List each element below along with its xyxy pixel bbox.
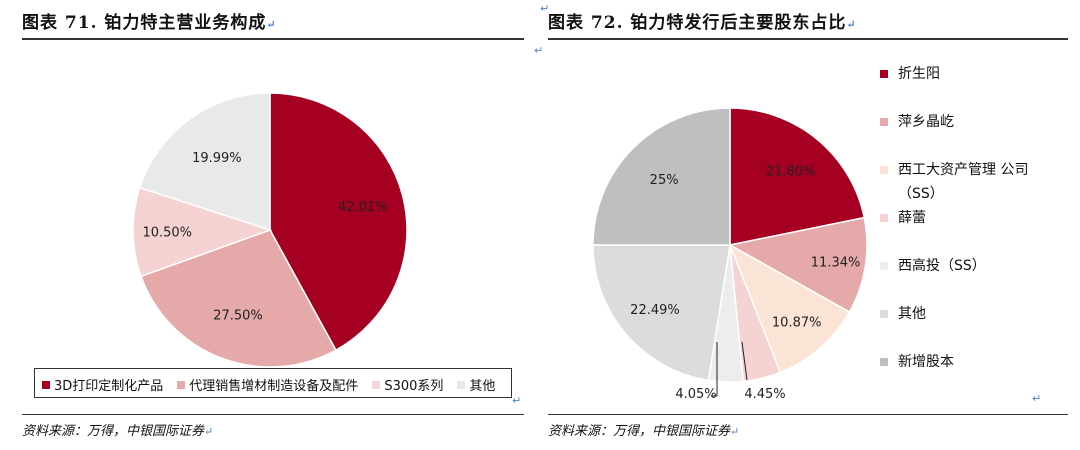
right-pie-slice: [728, 243, 851, 374]
right-source-rule: [548, 414, 1068, 415]
left-pie-slice: [132, 186, 273, 278]
legend-label: 其他: [469, 379, 496, 394]
right-pie-slice: [727, 216, 868, 314]
left-legend-item: 代理销售增材制造设备及配件: [177, 375, 358, 394]
legend-label: 萍乡晶屹: [898, 114, 954, 130]
right-legend-item: 西工大资产管理 公司 （SS）: [880, 158, 1028, 206]
legend-swatch: [177, 380, 186, 389]
legend-swatch: [880, 358, 888, 366]
right-value-label: 10.87%: [772, 315, 822, 330]
right-pie-value-labels: 21.80% 11.34% 10.87% 4.45% 4.05% 22.49% 25%: [630, 165, 860, 402]
right-value-label: 4.05%: [675, 387, 716, 402]
legend-swatch: [880, 70, 888, 78]
return-mark-icon: ↵: [512, 394, 522, 407]
left-value-label: 10.50%: [142, 226, 192, 241]
right-value-label: 25%: [650, 173, 679, 188]
legend-swatch: [880, 118, 888, 126]
legend-swatch: [880, 166, 888, 174]
right-legend-item: 其他: [880, 302, 926, 326]
legend-label: 代理销售增材制造设备及配件: [189, 379, 359, 394]
left-pie-slice: [269, 92, 408, 352]
left-pie-chart: 42.01% 27.50% 10.50% 19.99%: [132, 92, 408, 368]
return-mark-icon: ↵: [540, 2, 550, 15]
right-leader-line: [741, 341, 748, 381]
return-mark-icon: ↵: [534, 44, 544, 57]
right-legend-item: 萍乡晶屹: [880, 110, 954, 134]
legend-label: 西工大资产管理 公司: [898, 162, 1029, 178]
left-legend: 3D打印定制化产品 代理销售增材制造设备及配件 S300系列 其他: [42, 375, 495, 394]
return-mark-icon: ↵: [1032, 392, 1042, 405]
left-value-label: 27.50%: [213, 309, 263, 324]
return-mark-icon: ↵: [266, 18, 277, 31]
left-pie-slices: [132, 92, 408, 368]
left-chart-title: 图表 71. 铂力特主营业务构成↵: [22, 13, 277, 33]
right-pie-slice: [592, 107, 731, 246]
legend-label: 西高投（SS）: [898, 258, 986, 274]
legend-label: 新增股本: [898, 354, 954, 370]
right-chart-title: 图表 72. 铂力特发行后主要股东占比↵: [548, 13, 857, 33]
legend-label: 其他: [898, 306, 926, 322]
legend-label: 折生阳: [898, 66, 940, 82]
right-legend-item: 薛蕾: [880, 206, 926, 230]
left-legend-item: 3D打印定制化产品: [42, 375, 163, 394]
left-panel: 图表 71. 铂力特主营业务构成↵ 42.01% 27.50% 10.50% 19.9…: [0, 0, 528, 450]
left-pie-value-labels: 42.01% 27.50% 10.50% 19.99%: [142, 151, 387, 324]
right-panel: 图表 72. 铂力特发行后主要股东占比↵ ↵ ↵ 21.80% 11.34% 10.…: [534, 0, 1080, 450]
right-legend-item: 西高投（SS）: [880, 254, 986, 278]
legend-swatch: [372, 380, 381, 389]
right-pie-slices: [592, 107, 868, 383]
legend-swatch: [880, 214, 888, 222]
left-value-label: 19.99%: [192, 151, 242, 166]
right-legend-item: 折生阳: [880, 62, 940, 86]
legend-label: 3D打印定制化产品: [54, 379, 164, 394]
right-pie-slice: [592, 244, 731, 382]
right-legend-item: 新增股本: [880, 350, 954, 374]
left-title-rule: [22, 38, 524, 40]
left-value-label: 42.01%: [338, 200, 388, 215]
return-mark-icon: ↵: [730, 425, 740, 438]
legend-label: （SS）: [898, 186, 944, 202]
return-mark-icon: ↵: [204, 425, 214, 438]
left-pie-slice: [140, 229, 337, 368]
right-value-label: 11.34%: [811, 256, 861, 271]
right-value-label: 21.80%: [766, 165, 816, 180]
right-title-rule: [548, 38, 1068, 40]
left-legend-item: 其他: [457, 375, 495, 394]
right-value-label: 4.45%: [744, 387, 785, 402]
legend-label: 薛蕾: [898, 210, 926, 226]
right-value-label: 22.49%: [630, 303, 680, 318]
legend-swatch: [880, 262, 888, 270]
left-legend-item: S300系列: [372, 375, 443, 394]
left-source: 资料来源：万得，中银国际证券↵: [22, 424, 214, 439]
right-pie-chart: 21.80% 11.34% 10.87% 4.45% 4.05% 22.49% 25%: [592, 107, 868, 402]
right-pie-slice: [729, 107, 866, 246]
legend-swatch: [880, 310, 888, 318]
left-legend-frame: [34, 368, 512, 398]
right-source: 资料来源：万得，中银国际证券↵: [548, 424, 740, 439]
left-source-rule: [22, 414, 524, 415]
left-pie-slice: [138, 92, 271, 232]
right-leader-line: [711, 342, 718, 397]
legend-label: S300系列: [384, 379, 444, 394]
legend-swatch: [42, 380, 50, 389]
legend-swatch: [457, 380, 466, 389]
return-mark-icon: ↵: [846, 18, 857, 31]
